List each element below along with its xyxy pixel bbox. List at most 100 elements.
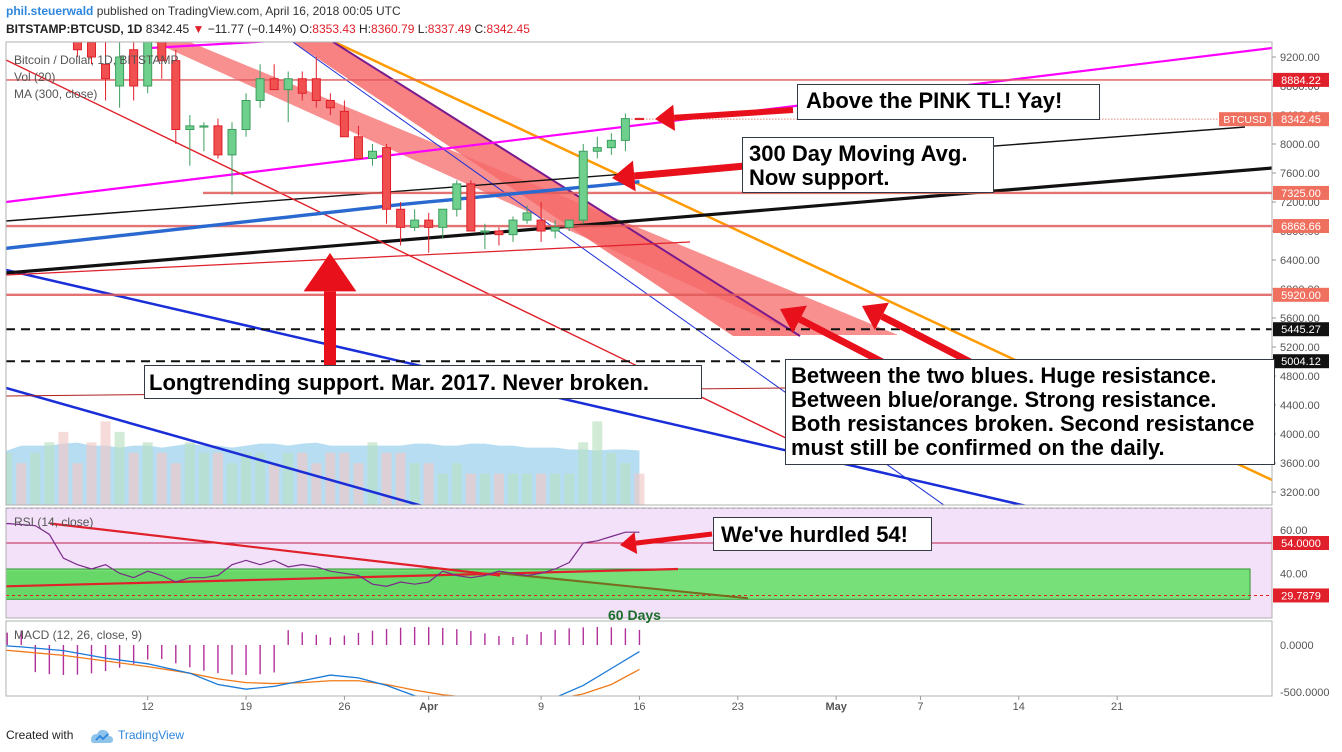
candle-body: [199, 125, 209, 128]
volume-bar: [634, 473, 645, 505]
legend-vol: Vol (20): [14, 70, 55, 84]
candle-body: [480, 230, 490, 233]
candle-body: [536, 219, 546, 232]
rsi-level-text: 54.0000: [1281, 538, 1321, 550]
publish-info: published on TradingView.com, April 16, …: [96, 4, 401, 18]
macd-pane: [6, 627, 641, 696]
open-label: O:: [299, 22, 313, 36]
level-5920-tag: [1273, 287, 1329, 302]
volume-bar: [522, 473, 533, 505]
time-tick-label: Apr: [419, 701, 439, 713]
candle-body: [564, 219, 574, 228]
symbol-label: BITSTAMP:BTCUSD, 1D: [6, 22, 143, 36]
time-tick-label: 16: [633, 701, 645, 713]
candle-body: [452, 183, 462, 210]
arrow-longtrend-head: [303, 253, 357, 292]
lower-blue-trendline: [6, 386, 424, 505]
days60-label: 60 Days: [608, 607, 661, 623]
time-tick-label: 14: [1013, 701, 1025, 713]
candle-body: [339, 110, 349, 138]
volume-bar: [465, 473, 476, 505]
level-6868-text: 6868.66: [1281, 221, 1321, 233]
volume-bar: [550, 473, 561, 505]
time-tick-label: 7: [917, 701, 923, 713]
rsi-level-text: 29.7879: [1281, 590, 1321, 602]
candle-body: [185, 125, 195, 130]
btcusd-symbol-text: BTCUSD: [1223, 114, 1267, 126]
last-price: 8342.45: [145, 22, 190, 36]
volume-bar: [198, 452, 209, 505]
volume-bar: [297, 452, 308, 505]
arrow-rsi-head: [620, 532, 638, 555]
candle-body: [382, 147, 392, 210]
volume-bar: [156, 452, 167, 505]
volume-bar: [451, 463, 462, 505]
volume-bar: [564, 473, 575, 505]
high-value: 8360.79: [371, 22, 415, 36]
change-arrow-icon: ▼: [192, 22, 205, 36]
chart-canvas[interactable]: 3200.00 3600.00 4000.00 4400.00 4800.00 5200.…: [0, 40, 1342, 720]
candle-body: [143, 42, 153, 87]
candle-body: [255, 78, 265, 101]
candle-body: [101, 63, 111, 80]
price-pane-frame: [5, 41, 1273, 506]
level-5445-text: 5445.27: [1281, 324, 1321, 336]
time-axis: 12 19 26 Apr 9 16 23 May 7 14 21: [142, 696, 1123, 713]
volume-bar: [6, 452, 13, 505]
note-blues: Between the two blues. Huge resistance. …: [785, 359, 1275, 465]
arrow-pink-head: [655, 104, 676, 131]
rsi-60day-trendline: [499, 572, 749, 600]
candle-body: [283, 78, 293, 91]
volume-bar: [423, 463, 434, 505]
tradingview-link[interactable]: TradingView: [118, 728, 185, 742]
price-tick-label: 4400.00: [1280, 400, 1320, 412]
macd-tick-label: 0.0000: [1280, 640, 1314, 652]
volume-bar: [142, 442, 153, 505]
volume-bar: [269, 463, 280, 505]
red-support-trendline: [6, 241, 691, 276]
candle-body: [311, 78, 321, 101]
price-tick-label: 7200.00: [1280, 197, 1320, 209]
volume-bar: [255, 452, 266, 505]
footer: Created with TradingView: [0, 720, 1342, 752]
level-5920-text: 5920.00: [1281, 290, 1321, 302]
price-tick-label: 7600.00: [1280, 168, 1320, 180]
candle-body: [592, 147, 602, 152]
low-label: L:: [417, 22, 428, 36]
rsi-line: [6, 522, 640, 587]
candle-body: [297, 78, 307, 94]
volume-bar: [212, 452, 223, 505]
time-tick-label: 21: [1111, 701, 1123, 713]
rsi-pane-frame: [5, 507, 1273, 619]
candle-body: [634, 117, 644, 121]
author-name[interactable]: phil.steuerwald: [6, 4, 94, 18]
volume-bar: [283, 452, 294, 505]
candle-body: [522, 212, 532, 221]
arrow-ma300-shaft: [633, 162, 746, 180]
candle-body: [438, 208, 448, 228]
volume-bar: [592, 421, 603, 505]
volume-bar: [114, 431, 125, 505]
level-8884-text: 8884.22: [1281, 75, 1321, 87]
arrow-blues-2-head: [862, 302, 889, 330]
ohlc-line: BITSTAMP:BTCUSD, 1D 8342.45 ▼ −11.77 (−0…: [6, 22, 530, 36]
note-pink-tl: Above the PINK TL! Yay!: [797, 84, 1100, 120]
candle-body: [508, 219, 518, 236]
legend-title: Bitcoin / Dollar, 1D, BITSTAMP: [14, 53, 179, 67]
rsi-background: [6, 508, 1272, 618]
rsi-level-tag: [1273, 536, 1329, 550]
btcusd-symbol-tag: [1219, 112, 1271, 127]
rsi-ascending-trendline: [6, 567, 679, 588]
candle-body: [227, 129, 237, 156]
change-value: −11.77 (−0.14%): [207, 22, 297, 36]
rsi-descending-trendline: [49, 522, 501, 577]
volume-bar: [100, 421, 111, 505]
volume-bar: [437, 473, 448, 505]
upper-blue-trendline: [6, 268, 1028, 505]
level-5004-text: 5004.12: [1281, 356, 1321, 368]
volume-bar: [227, 463, 237, 505]
rsi-tick-label: 40.00: [1280, 568, 1308, 580]
candle-body: [578, 150, 588, 221]
candle-body: [620, 118, 630, 141]
candle-body: [269, 78, 279, 91]
